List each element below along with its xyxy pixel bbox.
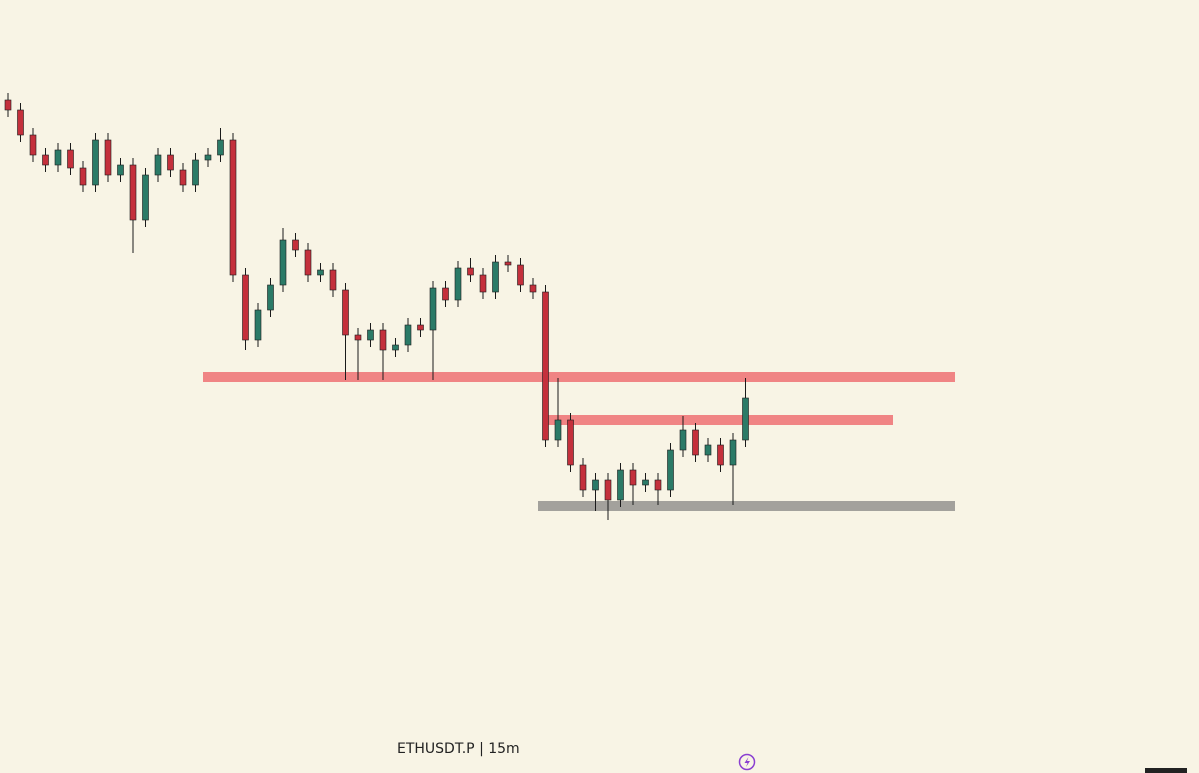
candle-body	[554, 419, 562, 441]
candle-body	[367, 329, 374, 341]
candle-body	[729, 439, 737, 466]
candle-body	[492, 261, 499, 293]
candle-body	[704, 444, 712, 456]
candle-body	[417, 324, 424, 331]
candle-body	[192, 159, 199, 186]
candle-body	[654, 479, 662, 491]
candle-body	[354, 334, 362, 341]
candle-body	[92, 139, 99, 186]
candle-body	[117, 164, 124, 176]
candle-body	[42, 154, 49, 166]
chart-title: ETHUSDT.P | 15m	[397, 741, 520, 757]
candle-body	[4, 99, 12, 111]
candle-body	[592, 479, 599, 491]
zone	[203, 372, 955, 382]
candle-body	[29, 134, 37, 156]
candle-body	[567, 419, 574, 466]
candle-body	[604, 479, 612, 501]
candle-body	[542, 291, 549, 441]
candle-body	[342, 289, 349, 336]
candle-body	[617, 469, 624, 501]
candle-body	[579, 464, 587, 491]
candle-body	[292, 239, 299, 251]
candle-body	[142, 174, 149, 221]
candle-body	[467, 267, 474, 276]
candle-body	[504, 261, 512, 266]
candle-body	[517, 264, 524, 286]
candle-body	[167, 154, 174, 171]
candle-body	[229, 139, 237, 276]
candle-body	[392, 344, 399, 351]
candle-body	[442, 287, 449, 301]
candle-body	[679, 429, 687, 451]
candle-body	[692, 429, 699, 456]
candle-body	[79, 167, 87, 186]
candle-body	[217, 139, 224, 156]
candle-body	[717, 444, 724, 466]
zone	[548, 415, 893, 425]
lightning-icon[interactable]	[738, 753, 756, 771]
candle-body	[204, 154, 212, 161]
candle-body	[67, 149, 74, 169]
candle-body	[154, 154, 162, 176]
candle-body	[267, 284, 274, 311]
candle-body	[17, 109, 24, 136]
candle-body	[529, 284, 537, 293]
candle-body	[242, 274, 249, 341]
candle-body	[104, 139, 112, 176]
candle-body	[179, 169, 187, 186]
candle-body	[54, 149, 62, 166]
candle-body	[379, 329, 387, 351]
candle-body	[279, 239, 287, 286]
candle-body	[742, 397, 749, 441]
toolbar-edge	[1145, 768, 1187, 773]
candle-body	[429, 287, 437, 331]
candle-body	[454, 267, 462, 301]
candle-body	[642, 479, 649, 486]
candle-body	[404, 324, 412, 346]
candle-body	[667, 449, 674, 491]
candle-body	[317, 269, 324, 276]
candle-body	[629, 469, 637, 486]
candle-body	[254, 309, 262, 341]
candles	[4, 93, 749, 520]
candle-body	[479, 274, 487, 293]
zone	[538, 501, 955, 511]
candle-body	[329, 269, 337, 291]
zones	[203, 372, 955, 511]
candle-body	[129, 164, 137, 221]
candle-body	[304, 249, 312, 276]
